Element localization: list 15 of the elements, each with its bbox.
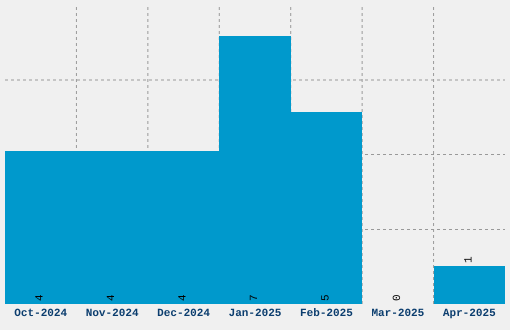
data-label: 1 <box>464 256 476 263</box>
x-tick-label: Mar-2025 <box>371 308 425 320</box>
x-tick-label: Apr-2025 <box>442 308 496 320</box>
data-label: 4 <box>178 294 190 301</box>
data-label: 5 <box>320 294 332 301</box>
x-tick-label: Jan-2025 <box>228 308 282 320</box>
x-tick-label: Feb-2025 <box>300 308 354 320</box>
data-label: 0 <box>392 294 404 301</box>
bar <box>434 266 505 304</box>
data-label: 4 <box>34 294 46 301</box>
x-tick-label: Oct-2024 <box>14 308 68 320</box>
data-label: 4 <box>106 294 118 301</box>
x-tick-label: Nov-2024 <box>86 308 139 320</box>
data-label: 7 <box>249 294 261 301</box>
x-tick-label: Dec-2024 <box>157 308 210 320</box>
